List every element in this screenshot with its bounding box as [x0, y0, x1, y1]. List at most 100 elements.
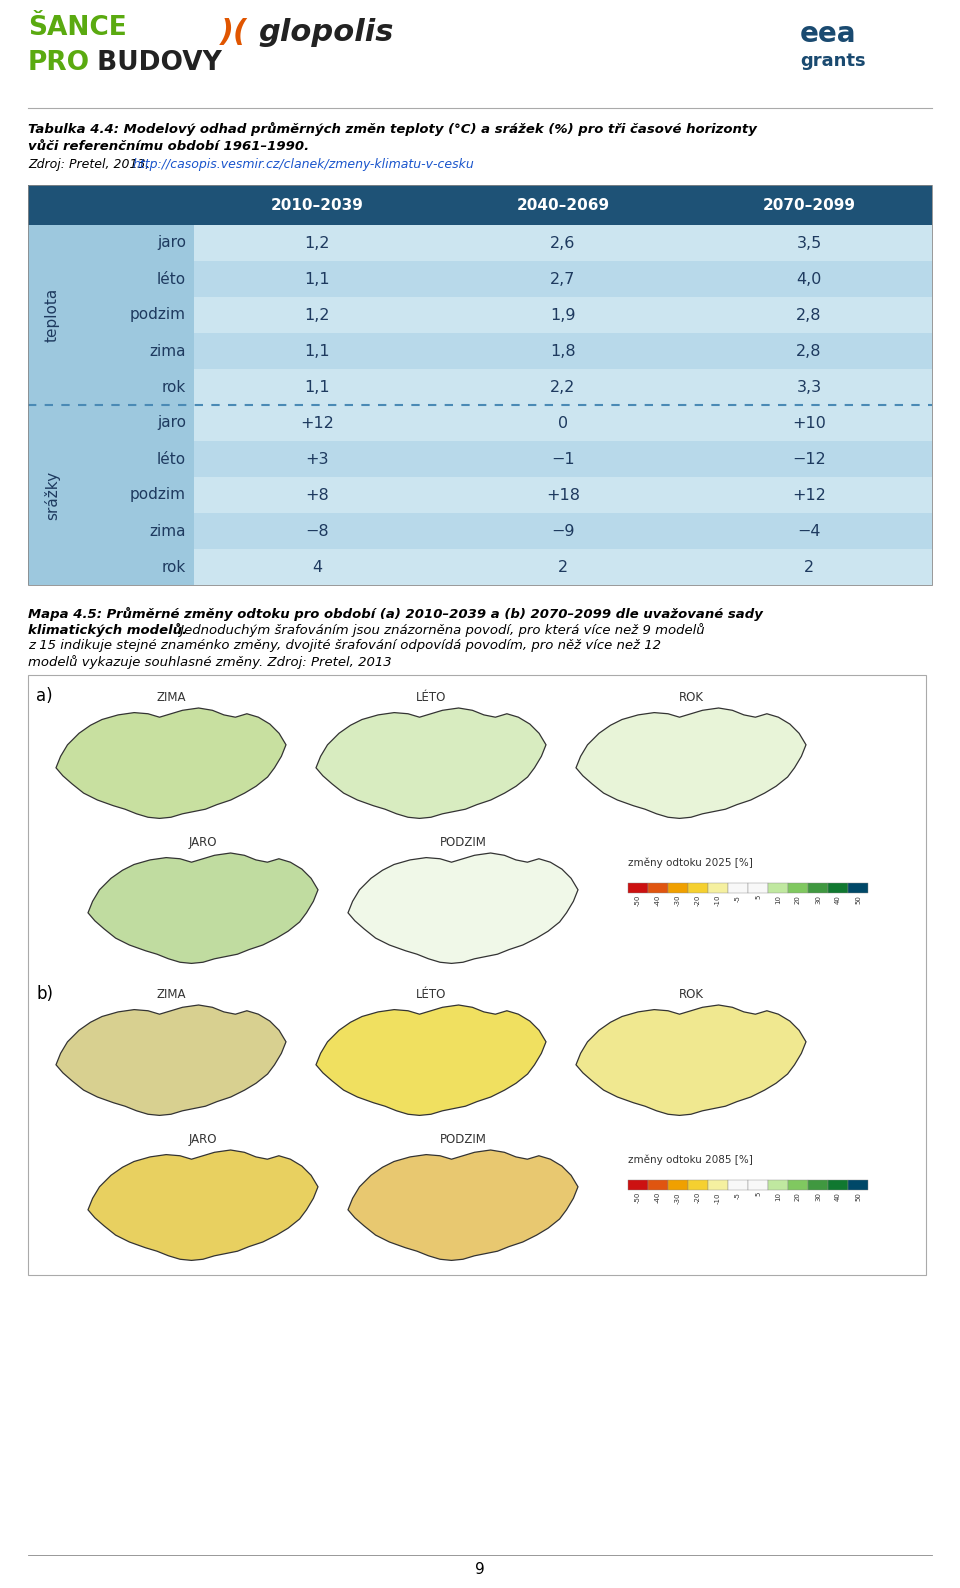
Text: 20: 20: [795, 896, 801, 904]
Text: 1,8: 1,8: [550, 343, 576, 359]
Text: teplota: teplota: [44, 287, 60, 341]
FancyBboxPatch shape: [76, 405, 194, 441]
FancyBboxPatch shape: [768, 1180, 788, 1189]
Text: −12: −12: [792, 451, 826, 467]
Text: 1,1: 1,1: [304, 272, 330, 286]
FancyBboxPatch shape: [28, 476, 932, 513]
Text: −8: −8: [305, 524, 329, 538]
Text: 2,6: 2,6: [550, 235, 576, 251]
FancyBboxPatch shape: [28, 441, 932, 476]
Text: +12: +12: [300, 416, 334, 430]
Text: 9: 9: [475, 1563, 485, 1577]
Text: zima: zima: [150, 524, 186, 538]
Text: http://casopis.vesmir.cz/clanek/zmeny-klimatu-v-cesku: http://casopis.vesmir.cz/clanek/zmeny-kl…: [133, 157, 475, 172]
Text: 40: 40: [835, 896, 841, 904]
Text: Jednoduchým šrafováním jsou znázorněna povodí, pro která více než 9 modelů: Jednoduchým šrafováním jsou znázorněna p…: [176, 622, 705, 637]
Text: 20: 20: [795, 1193, 801, 1201]
FancyBboxPatch shape: [28, 333, 932, 368]
FancyBboxPatch shape: [808, 883, 828, 892]
Text: -50: -50: [635, 896, 641, 907]
Text: 2: 2: [804, 559, 814, 575]
Text: 1,1: 1,1: [304, 380, 330, 394]
Text: léto: léto: [156, 272, 186, 286]
Text: 1,2: 1,2: [304, 308, 329, 322]
FancyBboxPatch shape: [28, 513, 932, 549]
FancyBboxPatch shape: [688, 1180, 708, 1189]
FancyBboxPatch shape: [76, 225, 194, 260]
Text: 0: 0: [558, 416, 568, 430]
FancyBboxPatch shape: [28, 675, 926, 1275]
Text: 2,2: 2,2: [550, 380, 576, 394]
Text: klimatických modelů.: klimatických modelů.: [28, 622, 187, 637]
Text: 40: 40: [835, 1193, 841, 1201]
Text: ŠANCE: ŠANCE: [28, 14, 127, 41]
Text: 5: 5: [755, 1193, 761, 1196]
FancyBboxPatch shape: [788, 1180, 808, 1189]
FancyBboxPatch shape: [648, 1180, 668, 1189]
Text: a): a): [36, 688, 53, 705]
Polygon shape: [88, 853, 318, 964]
FancyBboxPatch shape: [848, 883, 868, 892]
Text: +10: +10: [792, 416, 826, 430]
Text: 3,5: 3,5: [797, 235, 822, 251]
FancyBboxPatch shape: [28, 405, 932, 441]
FancyBboxPatch shape: [748, 883, 768, 892]
FancyBboxPatch shape: [28, 297, 932, 333]
FancyBboxPatch shape: [28, 184, 932, 225]
Text: rok: rok: [161, 380, 186, 394]
Text: modelů vykazuje souhlasné změny. Zdroj: Pretel, 2013: modelů vykazuje souhlasné změny. Zdroj: …: [28, 654, 392, 669]
Text: vůči referenčnímu období 1961–1990.: vůči referenčnímu období 1961–1990.: [28, 140, 309, 152]
FancyBboxPatch shape: [28, 368, 932, 405]
Text: Mapa 4.5: Průměrné změny odtoku pro období (a) 2010–2039 a (b) 2070–2099 dle uva: Mapa 4.5: Průměrné změny odtoku pro obdo…: [28, 607, 763, 621]
Text: eea: eea: [800, 21, 856, 48]
Text: JARO: JARO: [189, 1132, 217, 1147]
FancyBboxPatch shape: [748, 1180, 768, 1189]
FancyBboxPatch shape: [728, 883, 748, 892]
FancyBboxPatch shape: [708, 1180, 728, 1189]
Text: -20: -20: [695, 1193, 701, 1204]
Text: ROK: ROK: [679, 988, 704, 1000]
Text: 2070–2099: 2070–2099: [762, 197, 855, 213]
FancyBboxPatch shape: [628, 1180, 648, 1189]
FancyBboxPatch shape: [28, 260, 932, 297]
Polygon shape: [576, 1005, 806, 1115]
Polygon shape: [316, 708, 546, 818]
Text: LÉTO: LÉTO: [416, 988, 446, 1000]
Text: -10: -10: [715, 1193, 721, 1204]
Text: 5: 5: [755, 896, 761, 899]
Text: Tabulka 4.4: Modelový odhad průměrných změn teploty (°C) a srážek (%) pro tři ča: Tabulka 4.4: Modelový odhad průměrných z…: [28, 122, 756, 137]
FancyBboxPatch shape: [688, 883, 708, 892]
FancyBboxPatch shape: [76, 297, 194, 333]
Text: JARO: JARO: [189, 835, 217, 850]
FancyBboxPatch shape: [28, 549, 932, 584]
FancyBboxPatch shape: [828, 883, 848, 892]
Text: -5: -5: [735, 896, 741, 902]
Text: -30: -30: [675, 896, 681, 907]
Text: 50: 50: [855, 896, 861, 904]
Text: PODZIM: PODZIM: [440, 1132, 487, 1147]
Text: grants: grants: [800, 52, 866, 70]
Text: −4: −4: [797, 524, 821, 538]
Text: podzim: podzim: [130, 308, 186, 322]
FancyBboxPatch shape: [768, 883, 788, 892]
Text: 1,2: 1,2: [304, 235, 329, 251]
Text: PODZIM: PODZIM: [440, 835, 487, 850]
Text: 30: 30: [815, 896, 821, 904]
Text: 4,0: 4,0: [796, 272, 822, 286]
Text: +18: +18: [546, 488, 580, 502]
Text: 2,8: 2,8: [796, 308, 822, 322]
FancyBboxPatch shape: [628, 883, 648, 892]
Polygon shape: [348, 1150, 578, 1261]
FancyBboxPatch shape: [808, 1180, 828, 1189]
Text: zima: zima: [150, 343, 186, 359]
FancyBboxPatch shape: [28, 405, 76, 584]
Text: 2040–2069: 2040–2069: [516, 197, 610, 213]
FancyBboxPatch shape: [848, 1180, 868, 1189]
Text: léto: léto: [156, 451, 186, 467]
Text: -40: -40: [655, 896, 661, 907]
Text: Zdroj: Pretel, 2013,: Zdroj: Pretel, 2013,: [28, 157, 154, 172]
Text: 10: 10: [775, 896, 781, 904]
Text: 30: 30: [815, 1193, 821, 1201]
FancyBboxPatch shape: [76, 333, 194, 368]
Text: −9: −9: [551, 524, 575, 538]
